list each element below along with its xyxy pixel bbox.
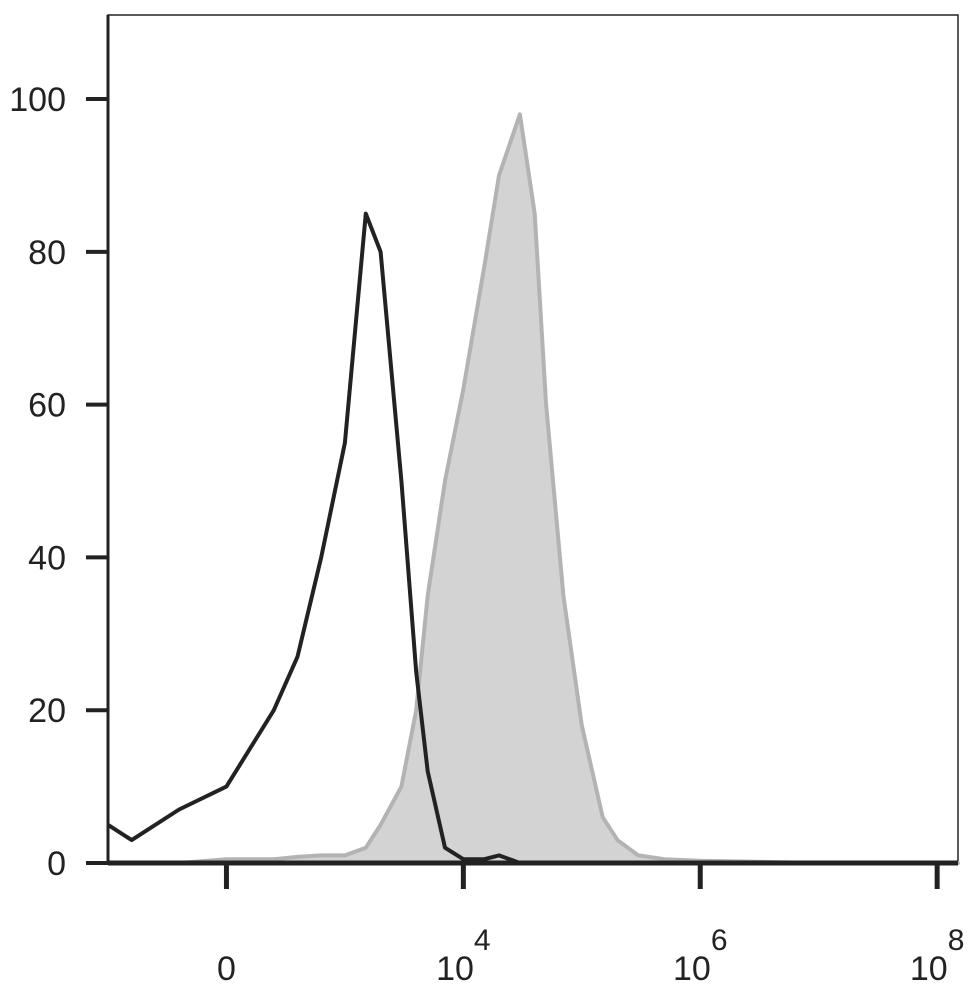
x-tick-base: 0 bbox=[217, 950, 236, 988]
y-tick-label: 80 bbox=[28, 234, 66, 272]
x-tick-exponent: 6 bbox=[711, 924, 728, 957]
x-tick-label: 108 bbox=[910, 924, 965, 988]
y-tick-label: 100 bbox=[9, 81, 66, 119]
x-tick-exponent: 4 bbox=[474, 924, 491, 957]
x-tick-label: 104 bbox=[436, 924, 491, 988]
x-tick-label: 0 bbox=[217, 950, 236, 988]
stained-area bbox=[106, 112, 960, 865]
x-tick-exponent: 8 bbox=[948, 924, 965, 957]
y-tick-label: 60 bbox=[28, 387, 66, 425]
x-tick-base: 10 bbox=[910, 950, 948, 988]
x-tick-label: 106 bbox=[673, 924, 728, 988]
x-tick-base: 10 bbox=[673, 950, 711, 988]
y-tick-label: 0 bbox=[47, 845, 66, 883]
x-tick-base: 10 bbox=[436, 950, 474, 988]
y-tick-label: 20 bbox=[28, 692, 66, 730]
y-tick-label: 40 bbox=[28, 539, 66, 577]
